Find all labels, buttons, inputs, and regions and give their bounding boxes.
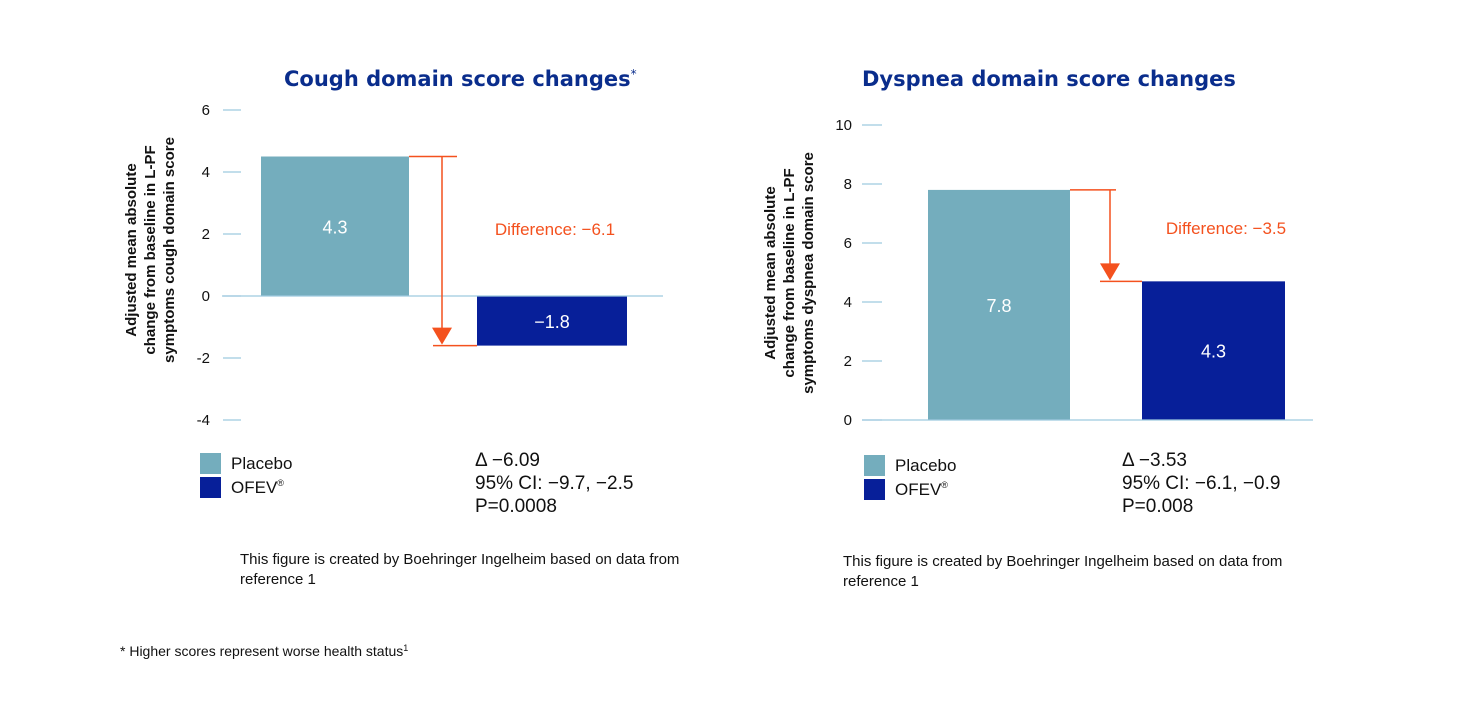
cough-diff-arrow-head — [432, 327, 452, 345]
dyspnea-legend-item-ofev: OFEV® — [864, 479, 956, 500]
cough-legend-label-placebo: Placebo — [231, 453, 293, 473]
cough-y-tick-label: 0 — [202, 288, 210, 305]
dyspnea-bar-ofev — [1142, 281, 1285, 420]
dyspnea-y-tick-label: 0 — [844, 412, 852, 429]
cough-y-tick-label: -2 — [197, 350, 210, 367]
cough-chart: Adjusted mean absolute change from basel… — [123, 102, 663, 429]
cough-bar-label-placebo: 4.3 — [322, 217, 347, 237]
dyspnea-diff-arrow-head — [1100, 263, 1120, 281]
cough-y-axis-label-line-2: change from baseline in L-PF — [142, 145, 159, 354]
dyspnea-y-tick-label: 8 — [844, 176, 852, 193]
cough-legend-swatch-placebo — [200, 453, 221, 474]
dyspnea-legend-swatch-placebo — [864, 455, 885, 476]
dyspnea-legend-label-ofev: OFEV® — [895, 479, 948, 499]
cough-legend-label-ofev: OFEV® — [231, 477, 284, 497]
dyspnea-caption: This figure is created by Boehringer Ing… — [843, 553, 1283, 590]
cough-legend-item-placebo: Placebo — [200, 453, 292, 474]
cough-y-axis-label-line-3: symptoms cough domain score — [161, 137, 178, 363]
dyspnea-y-tick-label: 4 — [844, 294, 852, 311]
dyspnea-chart-title: Dyspnea domain score changes — [862, 67, 1236, 91]
cough-y-tick-label: 2 — [202, 226, 210, 243]
footnote: * Higher scores represent worse health s… — [120, 643, 409, 659]
cough-bar-label-ofev: −1.8 — [534, 312, 570, 332]
dyspnea-y-tick-label: 6 — [844, 235, 852, 252]
dyspnea-y-tick-label: 2 — [844, 353, 852, 370]
cough-stats: Δ −6.09 95% CI: −9.7, −2.5 P=0.0008 — [475, 449, 633, 518]
cough-legend-item-ofev: OFEV® — [200, 477, 292, 498]
cough-bar-ofev — [477, 296, 627, 346]
cough-y-tick-label: 4 — [202, 164, 210, 181]
dyspnea-difference-label: Difference: −3.5 — [1166, 219, 1286, 238]
cough-chart-title: Cough domain score changes* — [284, 67, 637, 91]
cough-stat-p: P=0.0008 — [475, 496, 557, 517]
cough-legend-swatch-ofev — [200, 477, 221, 498]
cough-y-axis-label-line-1: Adjusted mean absolute — [123, 163, 140, 336]
dyspnea-y-tick-label: 10 — [835, 117, 852, 134]
dyspnea-bar-label-placebo: 7.8 — [986, 296, 1011, 316]
cough-y-axis-label: Adjusted mean absolute change from basel… — [123, 137, 178, 363]
dyspnea-y-axis-label: Adjusted mean absolute change from basel… — [762, 152, 817, 394]
dyspnea-stat-p: P=0.008 — [1122, 496, 1194, 517]
dyspnea-y-axis-label-line-1: Adjusted mean absolute — [762, 186, 779, 359]
cough-stat-ci: 95% CI: −9.7, −2.5 — [475, 473, 634, 494]
cough-bar-placebo — [261, 156, 409, 296]
dyspnea-stats: Δ −3.53 95% CI: −6.1, −0.9 P=0.008 — [1122, 449, 1280, 518]
dyspnea-chart: Adjusted mean absolute change from basel… — [762, 117, 1313, 429]
cough-caption: This figure is created by Boehringer Ing… — [240, 551, 680, 588]
dyspnea-y-axis-label-line-2: change from baseline in L-PF — [781, 168, 798, 377]
cough-legend: Placebo OFEV® — [200, 453, 292, 498]
dyspnea-stat-delta: Δ −3.53 — [1122, 450, 1187, 471]
dyspnea-legend-label-placebo: Placebo — [895, 455, 957, 475]
cough-difference-label: Difference: −6.1 — [495, 220, 615, 239]
dyspnea-y-axis-label-line-3: symptoms dyspnea domain score — [800, 152, 817, 394]
dyspnea-bar-label-ofev: 4.3 — [1201, 342, 1226, 362]
dyspnea-legend: Placebo OFEV® — [864, 455, 956, 500]
cough-stat-delta: Δ −6.09 — [475, 450, 540, 471]
cough-title-asterisk: * — [630, 67, 637, 81]
dyspnea-legend-swatch-ofev — [864, 479, 885, 500]
cough-y-tick-label: -4 — [197, 412, 210, 429]
dyspnea-stat-ci: 95% CI: −6.1, −0.9 — [1122, 473, 1281, 494]
dyspnea-bar-placebo — [928, 189, 1070, 420]
cough-y-tick-label: 6 — [202, 102, 210, 119]
dyspnea-legend-item-placebo: Placebo — [864, 455, 956, 476]
